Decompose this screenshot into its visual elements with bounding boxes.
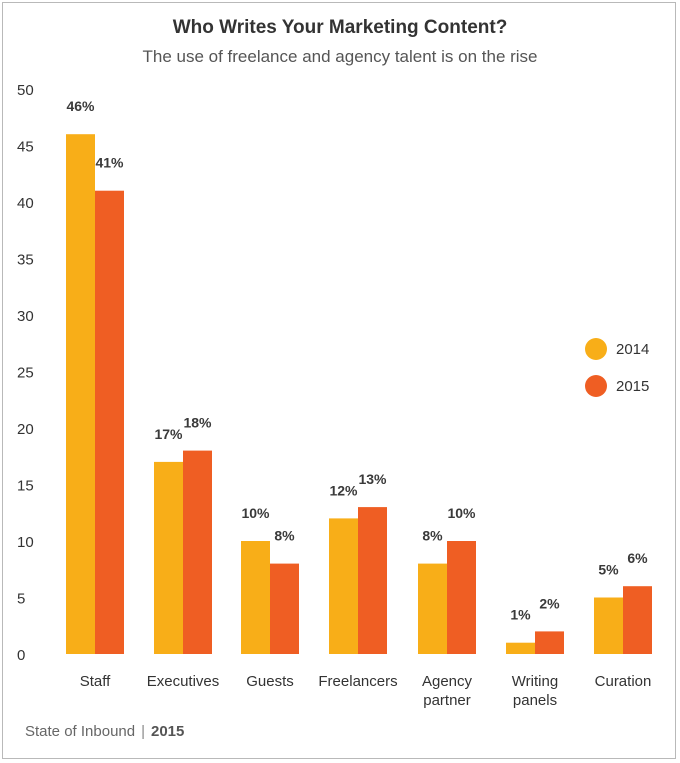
bar-2015-6 xyxy=(623,586,652,654)
footer-separator: | xyxy=(141,723,145,740)
category-label-4-0: Agency xyxy=(422,673,473,690)
data-label-2015-4: 10% xyxy=(447,505,476,521)
data-label-2014-4: 8% xyxy=(422,528,443,544)
data-label-2015-5: 2% xyxy=(539,595,560,611)
category-label-6: Curation xyxy=(595,673,652,690)
data-label-2014-3: 12% xyxy=(329,482,358,498)
category-label-0: Staff xyxy=(80,673,111,690)
data-label-2014-5: 1% xyxy=(510,607,531,623)
bar-2015-4 xyxy=(447,541,476,654)
data-label-2015-6: 6% xyxy=(627,550,648,566)
category-label-2: Guests xyxy=(246,673,294,690)
data-label-2014-0: 46% xyxy=(66,98,95,114)
legend-swatch-2015 xyxy=(585,375,607,397)
data-label-2015-1: 18% xyxy=(183,415,212,431)
y-tick-label-0: 0 xyxy=(17,647,25,664)
y-tick-label-6: 30 xyxy=(17,308,34,325)
chart-title: Who Writes Your Marketing Content? xyxy=(172,17,508,38)
bar-2015-1 xyxy=(183,450,212,654)
bar-2014-3 xyxy=(329,518,358,654)
y-tick-label-4: 20 xyxy=(17,421,34,438)
bar-2014-4 xyxy=(418,563,447,654)
bar-2014-6 xyxy=(594,597,623,654)
footer: State of Inbound | 2015 xyxy=(25,723,184,740)
y-tick-label-3: 15 xyxy=(17,478,34,495)
y-tick-label-2: 10 xyxy=(17,534,34,551)
legend-label-2015: 2015 xyxy=(616,378,649,395)
legend-label-2014: 2014 xyxy=(616,341,649,358)
category-label-4-1: partner xyxy=(423,692,471,709)
chart-subtitle: The use of freelance and agency talent i… xyxy=(142,47,538,66)
footer-source: State of Inbound xyxy=(25,723,136,740)
bar-2014-0 xyxy=(66,134,95,654)
y-tick-label-5: 25 xyxy=(17,365,34,382)
data-label-2014-2: 10% xyxy=(241,505,270,521)
bar-2015-5 xyxy=(535,631,564,654)
data-label-2015-3: 13% xyxy=(358,471,387,487)
data-label-2015-0: 41% xyxy=(95,155,124,171)
bar-2014-2 xyxy=(241,541,270,654)
category-label-5-0: Writing xyxy=(512,673,558,690)
data-label-2014-1: 17% xyxy=(154,426,183,442)
y-tick-label-10: 50 xyxy=(17,82,34,99)
bar-2015-2 xyxy=(270,563,299,654)
y-tick-label-1: 5 xyxy=(17,591,25,608)
category-label-5-1: panels xyxy=(513,692,557,709)
category-label-1: Executives xyxy=(147,673,220,690)
bar-2014-1 xyxy=(154,461,183,654)
footer-year: 2015 xyxy=(151,723,185,740)
data-label-2014-6: 5% xyxy=(598,562,619,578)
data-label-2015-2: 8% xyxy=(274,528,295,544)
category-label-3: Freelancers xyxy=(318,673,397,690)
bar-2015-0 xyxy=(95,190,124,654)
legend-swatch-2014 xyxy=(585,338,607,360)
bar-2015-3 xyxy=(358,507,387,654)
y-tick-label-9: 45 xyxy=(17,139,34,156)
bar-2014-5 xyxy=(506,642,535,654)
y-tick-label-7: 35 xyxy=(17,252,34,269)
y-tick-label-8: 40 xyxy=(17,195,34,212)
